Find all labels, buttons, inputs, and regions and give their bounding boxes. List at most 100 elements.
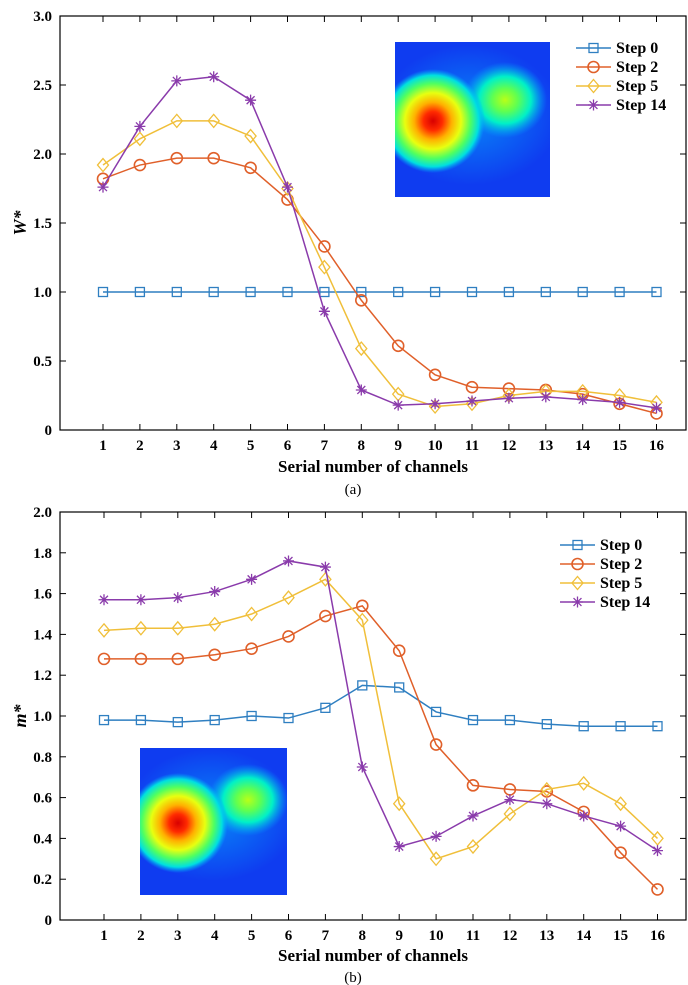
y-tick-label: 1.2 <box>33 668 52 684</box>
data-point <box>171 75 183 87</box>
data-point <box>428 368 442 382</box>
data-point <box>355 612 369 628</box>
x-tick-label: 6 <box>284 438 292 454</box>
legend-label: Step 5 <box>616 78 658 95</box>
data-point <box>134 286 146 298</box>
x-axis-label: Serial number of channels <box>278 457 468 476</box>
data-point <box>171 652 185 666</box>
x-axis-label: Serial number of channels <box>278 946 468 965</box>
x-tick-label: 10 <box>428 438 443 454</box>
data-point <box>651 830 664 846</box>
legend-item: Step 2 <box>576 59 658 76</box>
legend-item: Step 14 <box>560 594 650 611</box>
data-point <box>318 305 330 317</box>
data-point <box>393 841 405 853</box>
data-point <box>133 131 147 147</box>
x-tick-label: 8 <box>359 928 367 944</box>
x-tick-label: 9 <box>395 928 403 944</box>
x-tick-label: 3 <box>173 438 181 454</box>
data-point <box>614 396 626 408</box>
data-point <box>394 682 405 693</box>
y-axis-label: m* <box>10 704 30 728</box>
data-point <box>355 384 367 396</box>
data-point <box>244 161 257 175</box>
y-tick-label: 2.0 <box>33 505 52 521</box>
data-point <box>614 286 625 298</box>
x-tick-label: 4 <box>211 928 219 944</box>
data-point <box>208 616 222 632</box>
data-point <box>392 796 406 812</box>
series-line <box>104 560 658 852</box>
x-tick-label: 14 <box>575 438 591 454</box>
data-point <box>467 810 479 822</box>
data-point <box>467 714 479 726</box>
y-tick-label: 1.0 <box>33 709 52 725</box>
data-point <box>540 785 554 798</box>
data-point <box>96 157 110 173</box>
data-point <box>540 286 551 298</box>
data-point <box>283 712 294 724</box>
data-point <box>430 830 442 842</box>
data-point <box>171 620 185 636</box>
data-point <box>392 399 404 411</box>
data-point <box>465 380 479 394</box>
x-tick-label: 14 <box>576 928 592 944</box>
data-point <box>97 622 111 638</box>
data-point <box>652 845 663 857</box>
series-step-2 <box>96 151 663 420</box>
data-point <box>171 286 182 298</box>
x-tick-label: 16 <box>649 438 665 454</box>
x-tick-label: 4 <box>210 438 218 454</box>
data-point <box>614 796 627 812</box>
data-point <box>540 391 552 403</box>
data-point <box>97 181 109 193</box>
legend-label: Step 2 <box>600 556 642 573</box>
x-tick-label: 8 <box>358 438 366 454</box>
legend-label: Step 14 <box>600 594 650 611</box>
data-point <box>466 395 478 407</box>
data-point <box>282 590 295 606</box>
legend-marker <box>571 557 584 571</box>
y-tick-label: 2.0 <box>33 147 52 163</box>
x-tick-label: 2 <box>136 438 144 454</box>
data-point <box>246 710 257 722</box>
legend-marker <box>572 539 583 551</box>
data-point <box>354 341 368 357</box>
data-point <box>318 259 331 275</box>
data-point <box>577 286 588 298</box>
series-line <box>104 684 658 727</box>
legend-label: Step 14 <box>616 97 666 114</box>
data-point <box>97 652 111 666</box>
data-point <box>356 286 367 298</box>
x-tick-label: 12 <box>502 928 517 944</box>
x-tick-label: 7 <box>322 928 330 944</box>
x-tick-label: 10 <box>429 928 444 944</box>
y-tick-label: 1.8 <box>33 546 52 562</box>
data-point <box>651 402 662 414</box>
legend-item: Step 0 <box>560 537 642 554</box>
data-point <box>614 846 627 859</box>
data-point <box>281 180 294 197</box>
data-point <box>354 293 368 307</box>
data-point <box>208 71 220 83</box>
x-tick-label: 11 <box>465 438 479 454</box>
data-point <box>578 810 590 822</box>
data-point <box>245 286 256 298</box>
y-tick-label: 1.5 <box>33 216 52 232</box>
legend-marker <box>572 596 583 608</box>
x-tick-label: 2 <box>137 928 145 944</box>
data-point <box>97 286 109 298</box>
data-point <box>466 839 480 855</box>
data-point <box>319 561 331 573</box>
y-tick-label: 2.5 <box>33 78 52 94</box>
series-line <box>102 120 657 408</box>
data-point <box>503 392 515 404</box>
data-point <box>207 113 221 129</box>
x-tick-label: 3 <box>174 928 182 944</box>
heatmap-inset <box>395 42 550 197</box>
y-tick-label: 1.4 <box>33 627 52 643</box>
data-point <box>615 721 626 732</box>
data-point <box>98 594 110 606</box>
y-tick-label: 0.5 <box>33 354 52 370</box>
